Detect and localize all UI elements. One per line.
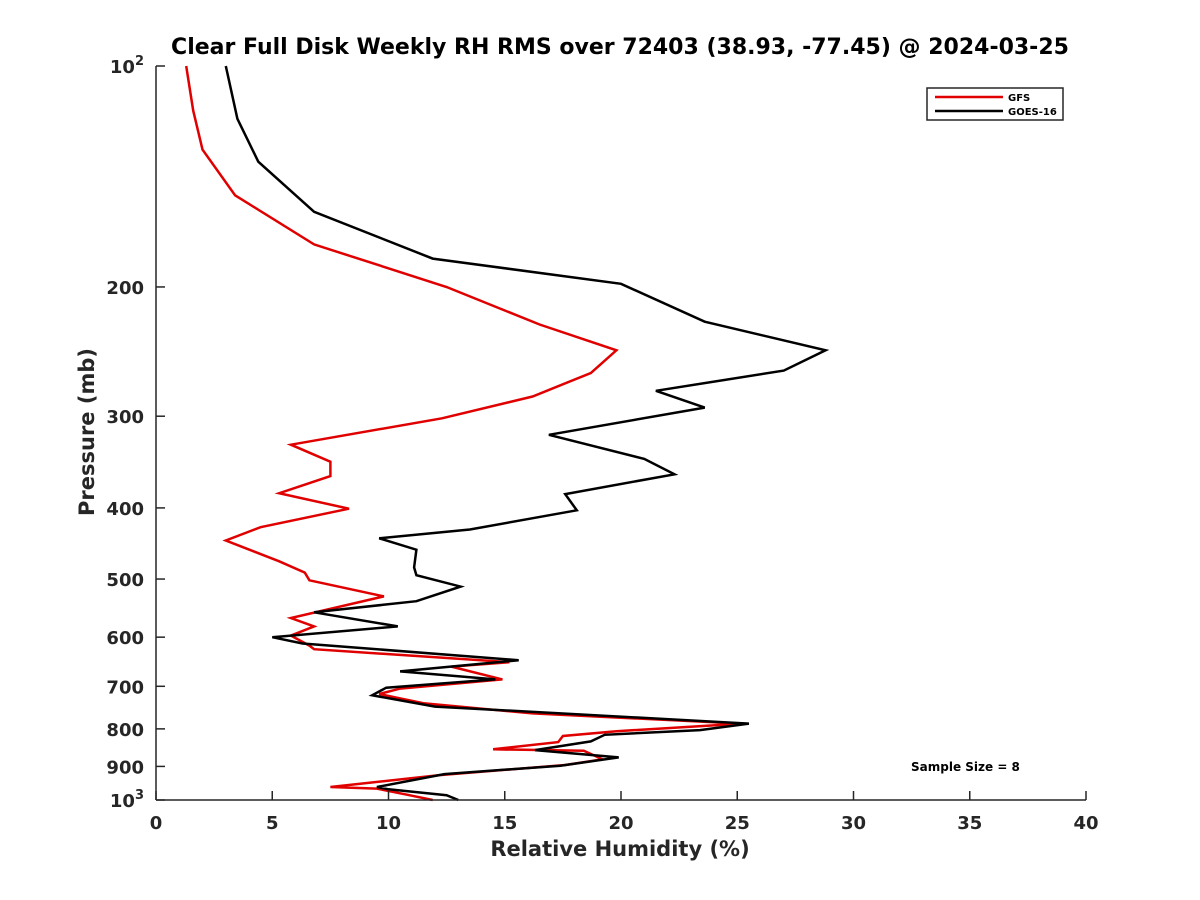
y-axis-label: Pressure (mb) [75,348,99,516]
y-tick-label: 300 [106,407,144,428]
x-tick-label: 10 [376,813,401,834]
legend-box [926,87,1064,121]
legend-label-goes16: GOES-16 [1008,107,1057,118]
series-lines [184,65,830,802]
y-tick-label: 800 [106,720,144,741]
y-tick-label: 400 [106,499,144,520]
series-line-gfs [184,65,742,802]
y-tick-label: 200 [106,278,144,299]
chart-title: Clear Full Disk Weekly RH RMS over 72403… [171,35,1069,60]
x-tick-label: 5 [266,813,279,834]
y-tick-label: 700 [106,677,144,698]
series-line-goes16 [224,65,830,802]
y-tick-label: 102 [110,54,144,78]
legend-label-gfs: GFS [1008,93,1030,104]
x-tick-label: 35 [957,813,982,834]
sample-size-annotation: Sample Size = 8 [911,760,1020,774]
x-tick-label: 40 [1073,813,1098,834]
x-tick-label: 25 [725,813,750,834]
axes: 0 5 10 15 20 25 30 35 40 102 200 300 400 500 600 700 800… [106,54,1098,834]
x-tick-label: 15 [492,813,517,834]
y-tick-label: 900 [106,757,144,778]
y-tick-label: 103 [110,788,144,812]
legend: GFS GOES-16 [926,87,1064,121]
x-tick-label: 20 [608,813,633,834]
y-tick-label: 500 [106,570,144,591]
x-tick-label: 0 [150,813,163,834]
x-tick-label: 30 [841,813,866,834]
x-axis-label: Relative Humidity (%) [490,837,749,861]
y-tick-label: 600 [106,628,144,649]
